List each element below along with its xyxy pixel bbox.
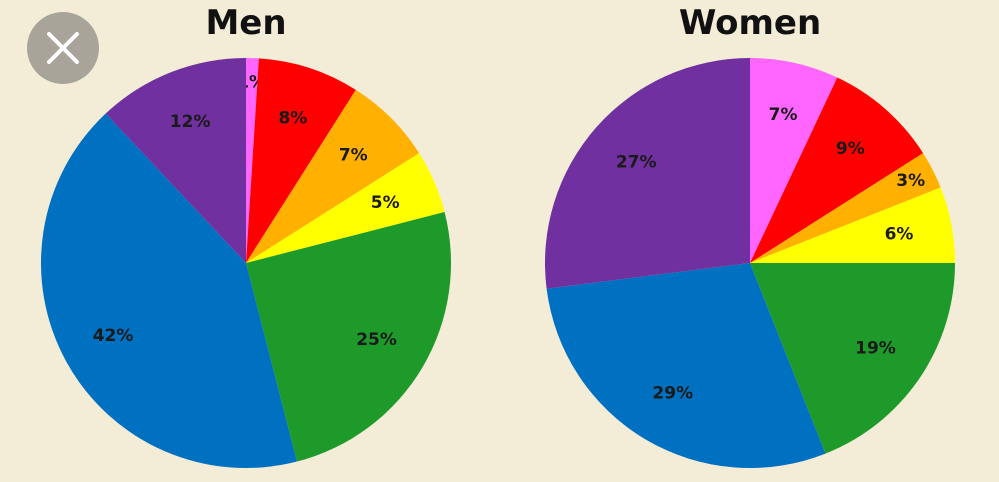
pie-slice bbox=[246, 212, 451, 462]
pie-slice bbox=[750, 77, 924, 263]
chart-title: Women bbox=[679, 3, 821, 43]
slice-label: 27% bbox=[616, 153, 657, 173]
chart-title: Men bbox=[205, 3, 286, 43]
pie-slice bbox=[41, 113, 297, 468]
slice-label: 42% bbox=[93, 326, 134, 346]
slice-label: 12% bbox=[170, 112, 211, 132]
pie-slice bbox=[105, 58, 246, 263]
pie-chart: Women 7% 9% 3% 6% 19% 29% 27% bbox=[545, 3, 955, 468]
charts: Men1%8%7%5%25%42%12%Women7%9%3%6%19%29%2… bbox=[41, 3, 955, 468]
pie-slice bbox=[246, 58, 356, 263]
pie-slice bbox=[750, 153, 941, 263]
pie-slice bbox=[246, 58, 259, 263]
pie-slice bbox=[750, 187, 955, 263]
slice-label: 19% bbox=[855, 338, 896, 358]
pie-slice bbox=[546, 263, 826, 468]
slice-label: 5% bbox=[371, 193, 400, 213]
pie-slice bbox=[246, 89, 420, 263]
pie-slice bbox=[750, 263, 955, 454]
close-button[interactable] bbox=[27, 12, 99, 84]
slice-label: 9% bbox=[836, 139, 865, 159]
slice-label: 3% bbox=[896, 171, 925, 191]
slice-label: 8% bbox=[278, 109, 307, 129]
pie-slice bbox=[246, 153, 445, 263]
pie-slice bbox=[750, 58, 838, 263]
slice-label: 7% bbox=[339, 146, 368, 166]
slice-label: 7% bbox=[769, 105, 798, 125]
pie-slice bbox=[545, 58, 750, 289]
slice-label: 29% bbox=[652, 384, 693, 404]
slice-label: 25% bbox=[356, 330, 397, 350]
slice-label: 6% bbox=[885, 225, 914, 245]
